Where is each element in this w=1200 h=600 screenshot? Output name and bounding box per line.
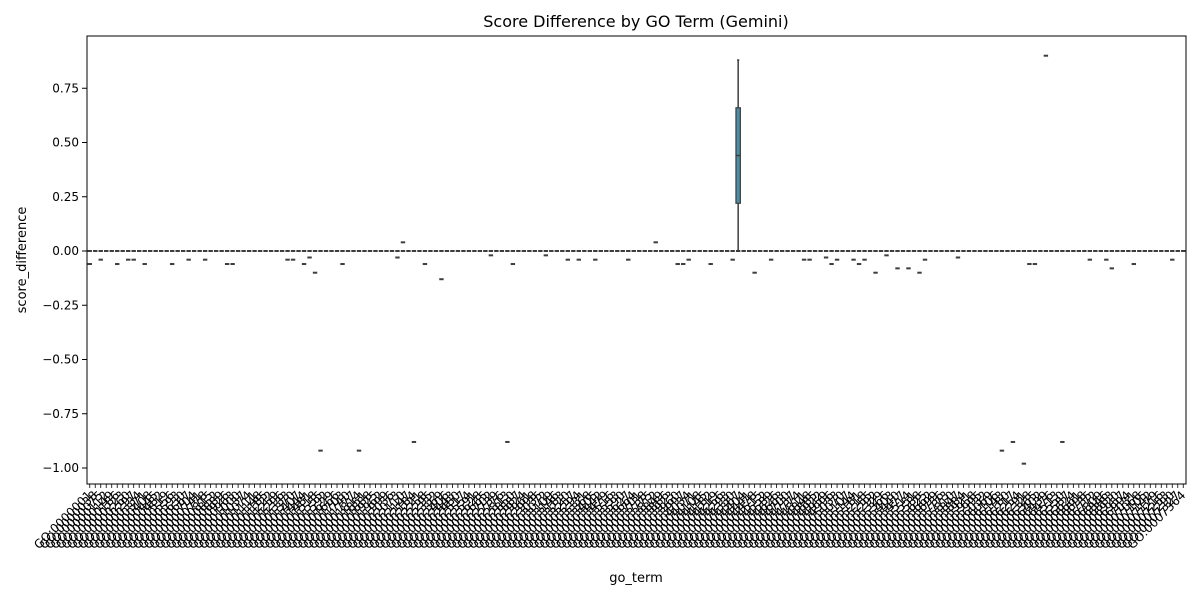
y-tick-label: −0.50: [42, 353, 79, 367]
plot-area-frame: [86, 35, 1187, 485]
y-tick-label: −0.25: [42, 298, 79, 312]
x-axis-tick-labels: GO:0000001GO:0000038GO:0000075GO:0000112…: [31, 488, 1188, 552]
x-axis-ticks: [89, 484, 1184, 488]
y-tick-label: −1.00: [42, 461, 79, 475]
data-marks: [87, 54, 1175, 465]
y-tick-label: 0.00: [52, 244, 79, 258]
x-axis-label: go_term: [609, 571, 663, 586]
y-tick-label: 0.25: [52, 190, 79, 204]
y-axis-label: score_difference: [15, 207, 30, 314]
chart-title: Score Difference by GO Term (Gemini): [483, 12, 788, 31]
y-tick-label: 0.50: [52, 136, 79, 150]
y-tick-label: −0.75: [42, 407, 79, 421]
y-axis-ticks: −1.00 −0.75 −0.50 −0.25 0.00 0.25 0.50 0.75: [42, 81, 87, 475]
y-tick-label: 0.75: [52, 81, 79, 95]
